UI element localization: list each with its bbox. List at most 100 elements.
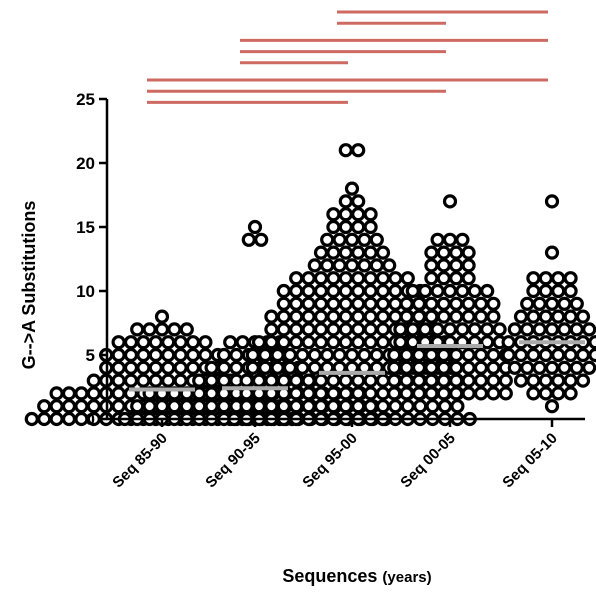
data-point bbox=[387, 373, 402, 388]
data-point bbox=[204, 373, 219, 388]
y-tick-label: 20 bbox=[76, 154, 95, 173]
data-point bbox=[37, 411, 52, 427]
data-point bbox=[264, 322, 279, 337]
data-points bbox=[24, 143, 596, 427]
data-point bbox=[569, 360, 584, 375]
y-tick-label: 15 bbox=[76, 218, 95, 237]
data-point bbox=[436, 347, 451, 363]
data-point bbox=[276, 322, 291, 337]
data-point bbox=[338, 245, 353, 260]
data-point bbox=[467, 283, 482, 299]
data-point bbox=[411, 373, 427, 388]
data-point bbox=[351, 271, 366, 286]
data-point bbox=[526, 373, 541, 388]
data-point bbox=[229, 347, 244, 363]
data-point bbox=[449, 258, 464, 273]
data-point bbox=[563, 373, 578, 388]
axes bbox=[105, 99, 585, 421]
data-point bbox=[424, 347, 439, 363]
data-point bbox=[449, 373, 464, 388]
data-point bbox=[507, 322, 522, 337]
data-point bbox=[436, 258, 451, 273]
data-point bbox=[301, 335, 316, 350]
data-point bbox=[154, 309, 170, 324]
data-point bbox=[301, 386, 316, 401]
data-point bbox=[185, 347, 201, 363]
data-point bbox=[295, 347, 310, 363]
data-point bbox=[563, 386, 578, 401]
data-point bbox=[449, 245, 464, 260]
data-point bbox=[473, 309, 489, 324]
data-point bbox=[501, 347, 516, 363]
data-point bbox=[436, 296, 451, 311]
data-point bbox=[245, 360, 260, 375]
data-point bbox=[436, 271, 451, 286]
data-point bbox=[461, 373, 476, 388]
data-point bbox=[480, 335, 495, 350]
data-point bbox=[254, 232, 269, 247]
data-point bbox=[424, 245, 439, 260]
data-point bbox=[405, 322, 420, 337]
data-point bbox=[338, 322, 353, 337]
data-point bbox=[557, 296, 572, 311]
data-point bbox=[313, 283, 329, 299]
data-point bbox=[295, 360, 310, 375]
data-point bbox=[239, 373, 254, 388]
data-point bbox=[251, 335, 267, 350]
data-point bbox=[387, 360, 402, 375]
data-point bbox=[388, 399, 403, 414]
data-point bbox=[192, 373, 207, 388]
data-point bbox=[399, 309, 414, 324]
data-point bbox=[375, 399, 391, 414]
data-point bbox=[235, 335, 250, 350]
data-point bbox=[289, 335, 304, 350]
data-point bbox=[185, 335, 201, 350]
data-point bbox=[411, 386, 427, 401]
data-point bbox=[526, 309, 541, 324]
mean-lines bbox=[129, 340, 585, 392]
data-point bbox=[276, 309, 291, 324]
data-point bbox=[136, 360, 151, 375]
data-point bbox=[154, 322, 170, 337]
data-point bbox=[247, 219, 263, 235]
data-point bbox=[375, 322, 391, 337]
data-point bbox=[111, 360, 126, 375]
data-point bbox=[326, 207, 341, 222]
data-point bbox=[264, 335, 279, 350]
data-point bbox=[544, 245, 560, 260]
data-point bbox=[363, 219, 378, 235]
data-point bbox=[526, 347, 541, 363]
data-point bbox=[442, 283, 458, 299]
data-point bbox=[173, 360, 188, 375]
data-point bbox=[289, 399, 304, 414]
data-point bbox=[375, 373, 391, 388]
data-point bbox=[375, 271, 391, 286]
data-point bbox=[270, 347, 285, 363]
data-point bbox=[49, 411, 64, 427]
data-point bbox=[344, 232, 360, 247]
data-point bbox=[532, 322, 547, 337]
data-point bbox=[486, 373, 501, 388]
data-point bbox=[289, 309, 304, 324]
data-point bbox=[532, 296, 547, 311]
data-point bbox=[313, 245, 329, 260]
data-point bbox=[363, 296, 378, 311]
data-point bbox=[538, 373, 553, 388]
data-point bbox=[173, 335, 188, 350]
data-point bbox=[307, 258, 322, 273]
data-point bbox=[320, 258, 335, 273]
data-point bbox=[111, 373, 126, 388]
data-point bbox=[424, 296, 439, 311]
data-point bbox=[399, 347, 414, 363]
data-point bbox=[436, 309, 451, 324]
data-point bbox=[338, 373, 353, 388]
data-point bbox=[382, 258, 397, 273]
data-point bbox=[363, 271, 378, 286]
data-point bbox=[264, 309, 279, 324]
data-point bbox=[418, 283, 433, 299]
data-point bbox=[569, 322, 584, 337]
data-point bbox=[551, 386, 566, 401]
data-point bbox=[282, 347, 298, 363]
data-point bbox=[326, 399, 341, 414]
